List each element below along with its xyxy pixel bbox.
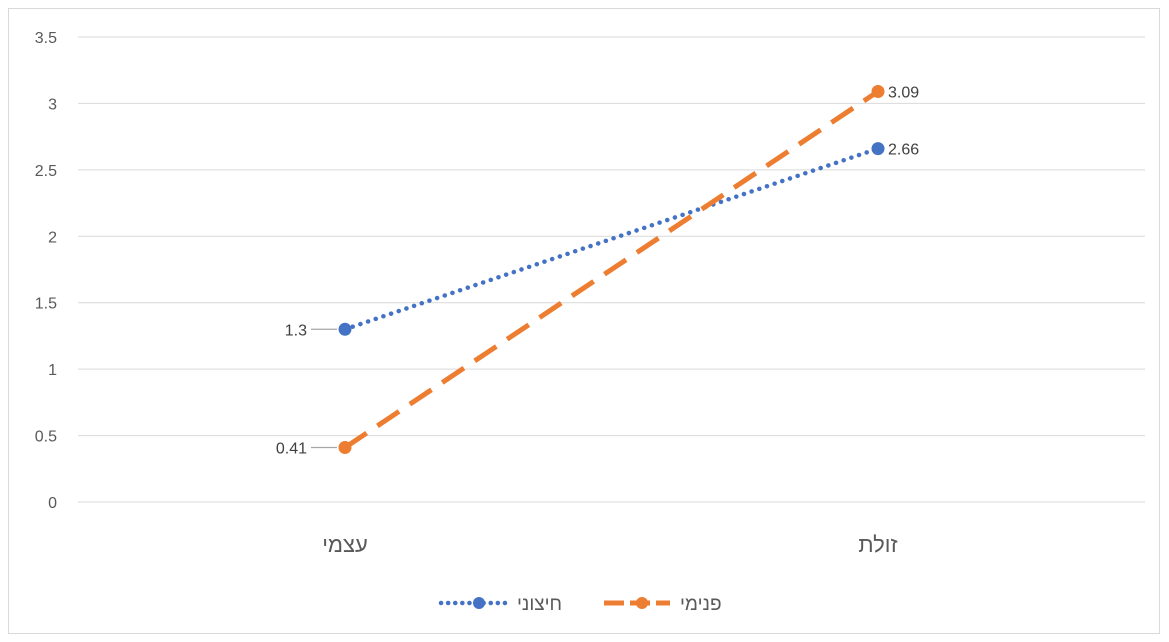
series-line-external <box>342 146 881 332</box>
legend-label: חיצוני <box>517 594 562 615</box>
series-lines <box>338 84 885 455</box>
y-tick-label: 2.5 <box>35 163 57 180</box>
y-tick-label: 3.5 <box>35 30 57 47</box>
legend-swatch-marker <box>473 597 485 609</box>
data-label: 1.3 <box>285 322 307 339</box>
legend-swatch-marker <box>636 597 648 609</box>
y-tick-label: 0 <box>48 495 57 512</box>
chart-area <box>8 8 1160 634</box>
y-tick-label: 1.5 <box>35 296 57 313</box>
gridlines <box>78 36 1145 503</box>
data-label: 0.41 <box>276 441 307 458</box>
legend-label: פנימי <box>680 594 722 615</box>
data-labels: 1.3 2.66 0.41 3.09 <box>276 84 919 457</box>
data-point-marker <box>871 84 885 98</box>
legend: פנימי חיצוני <box>438 594 722 615</box>
data-label: 3.09 <box>888 84 919 101</box>
x-category-label: זולת <box>858 532 897 557</box>
y-tick-label: 3 <box>48 96 57 113</box>
data-point-marker <box>338 322 352 336</box>
series-line-internal <box>343 89 880 450</box>
y-axis-tick-labels: 0 0.5 1 1.5 2 2.5 3 3.5 <box>35 30 57 512</box>
data-point-marker <box>871 142 885 156</box>
x-axis-category-labels: עצמי זולת <box>322 532 897 557</box>
y-tick-label: 1 <box>48 362 57 379</box>
y-tick-label: 2 <box>48 229 57 246</box>
y-tick-label: 0.5 <box>35 429 57 446</box>
data-label: 2.66 <box>888 142 919 159</box>
data-point-marker <box>338 441 352 455</box>
x-category-label: עצמי <box>322 532 368 557</box>
